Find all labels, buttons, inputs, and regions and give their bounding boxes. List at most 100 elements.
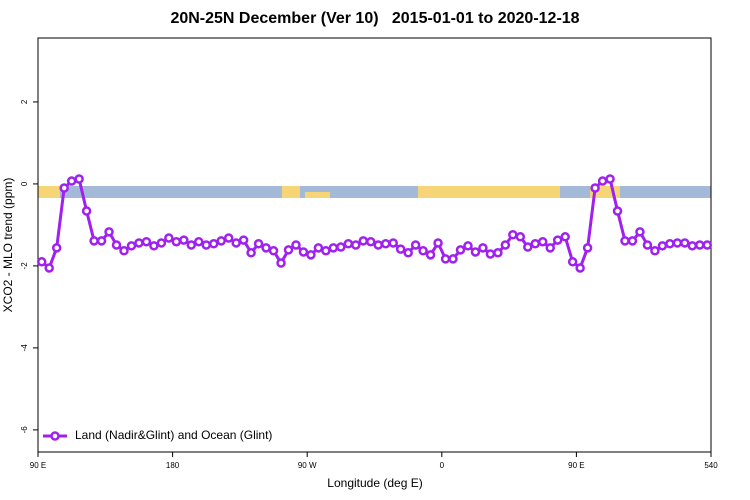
data-point bbox=[44, 263, 54, 273]
data-point bbox=[687, 241, 698, 251]
data-point bbox=[111, 240, 122, 250]
data-point bbox=[448, 254, 458, 264]
data-point bbox=[597, 176, 608, 186]
data-point bbox=[358, 236, 369, 246]
x-tick-label: 90 E bbox=[30, 461, 46, 470]
data-point bbox=[552, 235, 563, 245]
x-axis-label: Longitude (deg E) bbox=[327, 476, 422, 490]
data-point bbox=[560, 232, 570, 242]
data-point bbox=[500, 240, 511, 250]
data-point bbox=[425, 250, 436, 260]
data-point bbox=[66, 176, 77, 186]
data-point bbox=[351, 240, 361, 250]
data-point bbox=[702, 240, 713, 250]
data-point bbox=[36, 257, 47, 267]
data-point bbox=[171, 236, 182, 247]
data-point bbox=[231, 238, 241, 248]
data-point bbox=[268, 245, 279, 256]
data-point bbox=[523, 242, 533, 252]
data-point bbox=[695, 240, 705, 250]
data-point bbox=[575, 263, 585, 273]
data-point bbox=[149, 241, 159, 251]
data-point bbox=[96, 236, 107, 246]
data-point bbox=[366, 236, 376, 247]
data-point bbox=[179, 235, 189, 245]
data-point bbox=[657, 241, 668, 251]
data-point bbox=[395, 244, 406, 254]
data-point bbox=[515, 232, 526, 242]
data-point bbox=[328, 243, 339, 253]
data-point bbox=[201, 240, 211, 250]
data-point bbox=[373, 240, 383, 250]
data-point bbox=[119, 245, 129, 256]
data-point bbox=[283, 245, 294, 255]
data-point bbox=[253, 239, 264, 249]
data-point bbox=[141, 236, 152, 247]
data-point bbox=[194, 236, 204, 247]
data-point bbox=[665, 239, 675, 249]
data-point bbox=[485, 249, 496, 259]
data-point bbox=[433, 238, 443, 248]
data-point bbox=[508, 230, 518, 240]
y-tick-label: -4 bbox=[20, 344, 29, 352]
x-tick-label: 90 W bbox=[298, 461, 317, 470]
data-point bbox=[298, 247, 309, 257]
data-point bbox=[418, 245, 428, 256]
x-tick-label: 540 bbox=[704, 461, 718, 470]
data-point bbox=[642, 240, 653, 250]
data-point bbox=[463, 241, 473, 251]
data-point bbox=[612, 206, 623, 216]
legend-label: Land (Nadir&Glint) and Ocean (Glint) bbox=[75, 428, 272, 442]
data-point bbox=[81, 206, 92, 216]
data-point bbox=[321, 245, 331, 256]
data-point bbox=[605, 174, 615, 184]
data-point bbox=[403, 248, 413, 258]
data-point bbox=[89, 236, 99, 246]
data-point bbox=[238, 235, 249, 245]
data-point bbox=[51, 243, 62, 253]
data-point bbox=[538, 236, 548, 247]
land-patch bbox=[305, 192, 330, 198]
data-point bbox=[104, 227, 114, 237]
x-tick-label: 180 bbox=[166, 461, 180, 470]
y-tick-label: -6 bbox=[20, 426, 29, 434]
data-point bbox=[455, 245, 466, 255]
data-point bbox=[545, 243, 555, 253]
data-point bbox=[388, 238, 398, 248]
data-point bbox=[530, 239, 541, 249]
data-point bbox=[343, 239, 354, 249]
map-strip bbox=[38, 186, 711, 198]
data-point bbox=[261, 243, 271, 253]
data-point bbox=[276, 258, 286, 268]
data-point bbox=[291, 240, 301, 250]
data-point bbox=[672, 238, 683, 248]
data-point bbox=[410, 240, 421, 250]
data-point bbox=[635, 227, 645, 237]
data-point bbox=[74, 174, 84, 184]
data-point bbox=[650, 245, 660, 256]
data-point bbox=[208, 239, 219, 249]
x-tick-label: 0 bbox=[440, 461, 445, 470]
data-point bbox=[313, 243, 324, 253]
data-point bbox=[582, 243, 593, 253]
land-patch bbox=[38, 186, 60, 198]
data-point bbox=[126, 241, 137, 251]
data-point bbox=[567, 257, 578, 267]
data-point bbox=[156, 238, 167, 248]
y-tick-label: 0 bbox=[20, 181, 29, 186]
data-point bbox=[134, 238, 144, 248]
data-point bbox=[186, 240, 197, 250]
data-point bbox=[680, 238, 690, 248]
data-point bbox=[336, 242, 346, 252]
data-point bbox=[380, 239, 391, 249]
data-point bbox=[627, 236, 638, 246]
data-point bbox=[590, 183, 600, 193]
data-point bbox=[164, 233, 174, 243]
land-patch bbox=[418, 186, 560, 198]
data-point bbox=[470, 247, 481, 257]
data-point bbox=[246, 248, 256, 258]
legend-marker bbox=[50, 431, 60, 441]
data-point bbox=[478, 243, 488, 253]
chart-title: 20N-25N December (Ver 10) 2015-01-01 to … bbox=[170, 10, 579, 27]
